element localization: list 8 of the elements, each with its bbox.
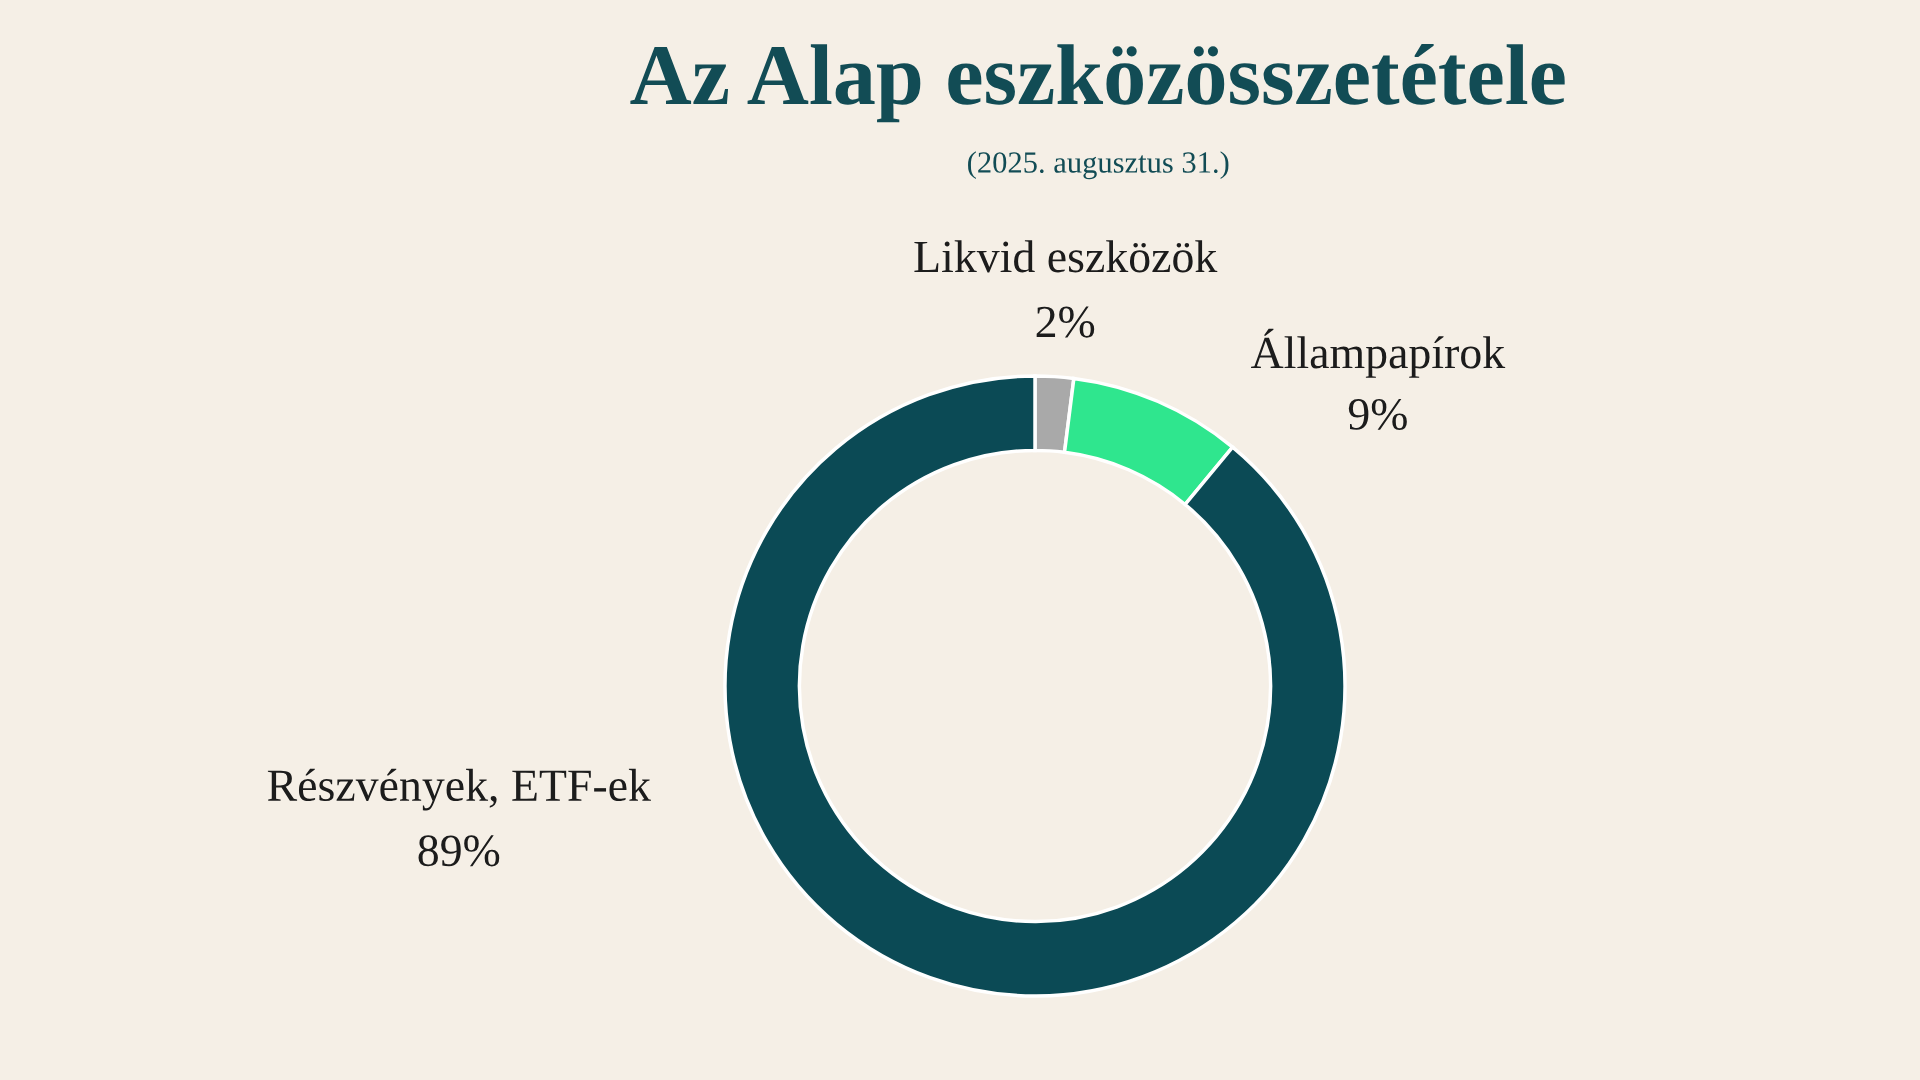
data-label: 9% <box>1348 398 1407 431</box>
data-label: 89% <box>418 835 500 867</box>
slice-label: Állampapírok <box>1251 328 1506 378</box>
slice-label: Likvid eszközök <box>914 240 1218 273</box>
data-label: 2% <box>1036 306 1095 338</box>
chart-title: Az Alap eszközösszetétele <box>630 44 1565 123</box>
slice-label: Részvények, ETF-ek <box>267 768 651 811</box>
chart-subtitle: (2025. augusztus 31.) <box>968 151 1229 180</box>
